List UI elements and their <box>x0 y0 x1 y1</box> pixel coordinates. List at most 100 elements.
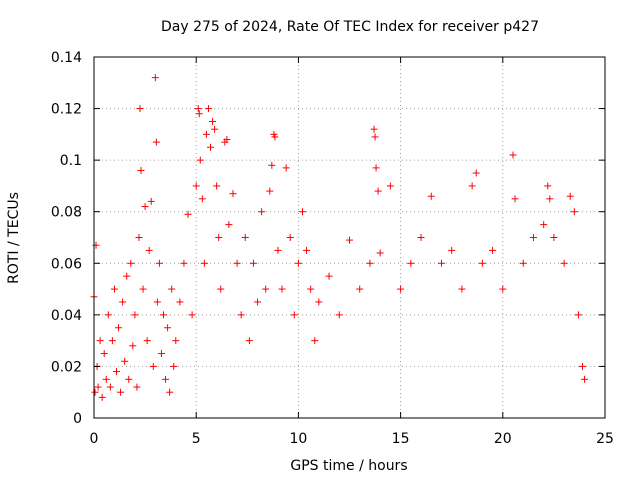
data-point <box>170 362 178 370</box>
data-point <box>209 117 217 125</box>
data-point <box>155 259 163 267</box>
data-point <box>266 187 274 195</box>
data-point <box>229 190 237 198</box>
data-point <box>143 337 151 345</box>
x-tick-label: 25 <box>596 431 614 447</box>
ticks-layer <box>93 56 606 419</box>
data-point <box>141 203 149 211</box>
data-point <box>136 105 144 113</box>
data-point <box>448 246 456 254</box>
axes-layer <box>93 56 606 419</box>
data-point <box>509 151 517 159</box>
data-point <box>249 259 257 267</box>
data-point <box>581 375 589 383</box>
data-point <box>437 259 445 267</box>
data-point <box>153 298 161 306</box>
chart-title: Day 275 of 2024, Rate Of TEC Index for r… <box>161 19 539 35</box>
y-tick-label: 0 <box>73 411 82 427</box>
data-point <box>168 285 176 293</box>
data-point <box>560 259 568 267</box>
data-point <box>207 143 215 151</box>
data-point <box>529 234 537 241</box>
x-tick-label: 0 <box>90 431 99 447</box>
data-point <box>166 388 174 396</box>
data-point <box>188 311 196 319</box>
y-tick-label: 0.04 <box>51 308 82 324</box>
y-tick-label: 0.14 <box>51 50 82 66</box>
x-tick-label: 5 <box>192 431 201 447</box>
data-point <box>106 383 114 391</box>
data-point <box>96 337 104 345</box>
data-point <box>196 156 204 164</box>
data-point <box>139 285 147 293</box>
y-axis-label: ROTI / TECUs <box>6 192 22 284</box>
data-point <box>376 249 384 257</box>
data-point <box>115 324 123 332</box>
data-point <box>123 272 131 280</box>
data-point <box>152 138 160 146</box>
data-point <box>458 285 466 293</box>
y-tick-label: 0.08 <box>51 205 82 221</box>
data-point <box>135 234 143 241</box>
data-point <box>215 234 223 241</box>
data-point <box>579 362 587 370</box>
data-point <box>223 136 231 144</box>
data-point <box>397 285 405 293</box>
data-point <box>225 221 233 229</box>
data-point <box>127 259 135 267</box>
data-point <box>176 298 184 306</box>
data-point <box>271 133 279 141</box>
data-point <box>245 337 253 345</box>
data-point <box>94 383 102 391</box>
plot-frame <box>93 56 606 419</box>
data-point <box>356 285 364 293</box>
data-point <box>258 208 266 216</box>
data-point <box>282 164 290 172</box>
data-point <box>366 259 374 267</box>
data-point <box>262 285 270 293</box>
data-point <box>200 259 208 267</box>
data-point <box>307 285 315 293</box>
x-tick-label: 20 <box>494 431 512 447</box>
data-point <box>102 375 110 383</box>
data-point <box>303 246 311 254</box>
data-point <box>311 337 319 345</box>
data-point <box>184 210 192 218</box>
data-point <box>180 259 188 267</box>
data-point <box>91 388 99 396</box>
data-point <box>192 182 200 190</box>
data-point <box>499 285 507 293</box>
x-tick-label: 10 <box>289 431 307 447</box>
data-point <box>149 362 157 370</box>
data-point <box>489 246 497 254</box>
data-point <box>427 192 435 200</box>
data-point <box>237 311 245 319</box>
data-point <box>546 195 554 203</box>
data-point <box>233 259 241 267</box>
data-point <box>211 125 219 133</box>
x-axis-label: GPS time / hours <box>290 458 407 474</box>
data-point <box>121 357 129 365</box>
data-point <box>544 182 552 190</box>
data-point <box>298 208 306 216</box>
data-point <box>204 105 212 113</box>
data-point <box>98 393 106 401</box>
data-point <box>198 195 206 203</box>
data-point <box>112 368 120 376</box>
data-point <box>162 375 170 383</box>
y-tick-label: 0.1 <box>60 153 82 169</box>
data-point <box>117 388 125 396</box>
data-point <box>104 311 112 319</box>
y-tick-label: 0.12 <box>51 102 82 118</box>
data-point <box>164 324 172 332</box>
data-point <box>268 161 276 169</box>
data-point <box>478 259 486 267</box>
data-point <box>194 105 202 113</box>
data-point <box>371 133 379 141</box>
data-point <box>125 375 133 383</box>
data-point <box>151 74 159 82</box>
data-point <box>274 246 282 254</box>
data-point <box>202 130 210 138</box>
